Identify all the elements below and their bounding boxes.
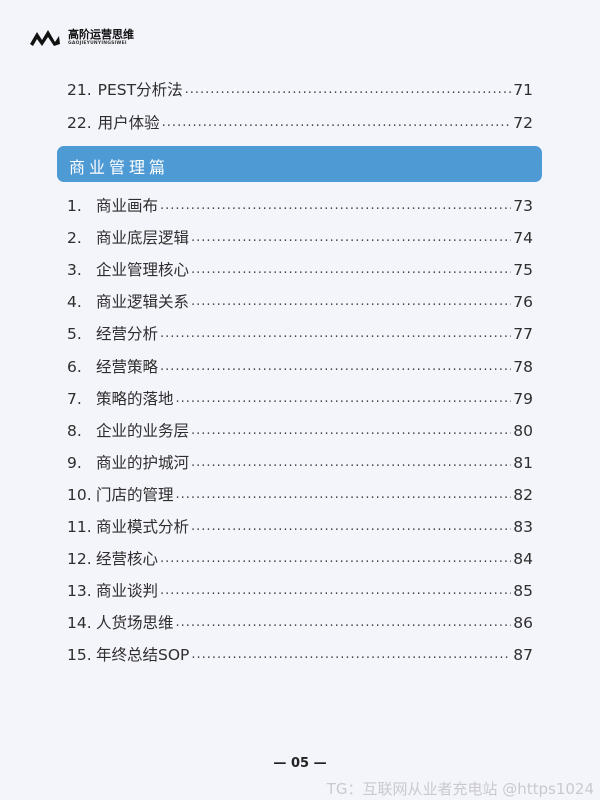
entry-page: 71: [513, 81, 533, 99]
entry-page: 82: [513, 485, 533, 504]
entry-number: 8.: [67, 421, 82, 440]
toc-entry[interactable]: 15.年终总结SOP 87: [67, 641, 533, 665]
leader-dots: [191, 517, 511, 537]
section-header: 商业管理篇: [57, 146, 542, 182]
entry-page: 74: [513, 229, 533, 248]
entry-title: 经营核心: [96, 550, 159, 569]
entry-title: 年终总结SOP: [96, 646, 190, 665]
toc-entry[interactable]: 5. 经营分析 77: [67, 320, 533, 344]
entry-page: 83: [513, 518, 533, 536]
entry-title: 策略的落地: [96, 389, 174, 408]
entry-title: 企业的业务层: [96, 421, 190, 440]
entry-number: 4.: [67, 293, 82, 312]
leader-dots: [176, 485, 512, 505]
brand-logo: 高阶运营思维 GAOJIEYUNYINGSIWEI: [28, 26, 134, 48]
entry-number: 7.: [67, 389, 82, 408]
leader-dots: [191, 228, 511, 248]
brand-name-en: GAOJIEYUNYINGSIWEI: [68, 41, 127, 46]
leader-dots: [160, 196, 511, 216]
leader-dots: [185, 80, 512, 100]
entry-page: 72: [513, 114, 533, 132]
entry-number: 22.: [67, 114, 92, 132]
leader-dots: [160, 324, 511, 344]
entry-title: 经营策略: [96, 357, 159, 376]
entry-number: 12.: [67, 550, 92, 569]
leader-dots: [191, 453, 511, 473]
toc-entry[interactable]: 10.门店的管理 82: [67, 481, 533, 505]
watermark: TG：互联网从业者充电站 @https1024: [326, 780, 594, 798]
entry-title: 商业底层逻辑: [96, 229, 190, 248]
toc-entry[interactable]: 22. 用户体验 72: [67, 109, 533, 133]
entry-number: 14.: [67, 614, 92, 633]
entry-number: 11.: [67, 518, 92, 536]
leader-dots: [191, 260, 511, 280]
entry-page: 79: [513, 389, 533, 408]
toc-entry[interactable]: 9. 商业的护城河 81: [67, 449, 533, 473]
entry-page: 87: [513, 646, 533, 665]
brand-name-cn: 高阶运营思维: [68, 28, 134, 41]
page-number: — 05 —: [273, 756, 327, 771]
leader-dots: [191, 645, 511, 665]
entry-number: 3.: [67, 261, 82, 280]
leader-dots: [162, 113, 512, 133]
entry-page: 86: [513, 614, 533, 633]
entry-number: 13.: [67, 582, 92, 601]
entry-page: 80: [513, 421, 533, 440]
entry-title: 商业画布: [96, 197, 159, 215]
entry-page: 84: [513, 550, 533, 569]
entry-title: 商业的护城河: [96, 453, 190, 472]
entry-number: 1.: [67, 197, 82, 215]
entry-title: 门店的管理: [96, 485, 174, 504]
entry-number: 6.: [67, 357, 82, 376]
toc-entry[interactable]: 2. 商业底层逻辑 74: [67, 224, 533, 248]
entry-title: PEST分析法: [97, 81, 183, 99]
toc-entry[interactable]: 1. 商业画布 73: [67, 192, 533, 216]
toc-entry[interactable]: 4. 商业逻辑关系 76: [67, 288, 533, 312]
toc-entry[interactable]: 7. 策略的落地 79: [67, 385, 533, 409]
leader-dots: [176, 613, 512, 633]
entry-number: 21.: [67, 81, 92, 99]
entry-title: 商业逻辑关系: [96, 293, 190, 312]
leader-dots: [160, 581, 511, 601]
entry-page: 73: [513, 197, 533, 215]
entry-number: 9.: [67, 453, 82, 472]
entry-title: 人货场思维: [96, 614, 174, 633]
toc-entry[interactable]: 12.经营核心 84: [67, 545, 533, 569]
section-title: 商业管理篇: [69, 158, 170, 177]
entry-number: 5.: [67, 325, 82, 344]
entry-title: 商业谈判: [96, 582, 159, 601]
leader-dots: [160, 549, 511, 569]
entry-page: 76: [513, 293, 533, 312]
entry-number: 15.: [67, 646, 92, 665]
entry-title: 用户体验: [97, 114, 160, 132]
entry-title: 商业模式分析: [96, 518, 190, 536]
toc-entry[interactable]: 8. 企业的业务层 80: [67, 417, 533, 441]
leader-dots: [160, 357, 511, 377]
toc-entry[interactable]: 11.商业模式分析 83: [67, 513, 533, 537]
toc-entry[interactable]: 13.商业谈判 85: [67, 577, 533, 601]
entry-title: 企业管理核心: [96, 261, 190, 280]
entry-page: 78: [513, 357, 533, 376]
entry-title: 经营分析: [96, 325, 159, 344]
leader-dots: [176, 389, 512, 409]
toc-entry[interactable]: 6. 经营策略 78: [67, 353, 533, 377]
entry-number: 10.: [67, 485, 92, 504]
leader-dots: [191, 292, 511, 312]
toc-entry[interactable]: 3. 企业管理核心 75: [67, 256, 533, 280]
toc-entry[interactable]: 14.人货场思维 86: [67, 609, 533, 633]
leader-dots: [191, 421, 511, 441]
toc-entry[interactable]: 21. PEST分析法 71: [67, 76, 533, 100]
logo-mark-icon: [30, 30, 60, 46]
entry-page: 75: [513, 261, 533, 280]
entry-number: 2.: [67, 229, 82, 248]
entry-page: 85: [513, 582, 533, 601]
entry-page: 77: [513, 325, 533, 344]
entry-page: 81: [513, 453, 533, 472]
